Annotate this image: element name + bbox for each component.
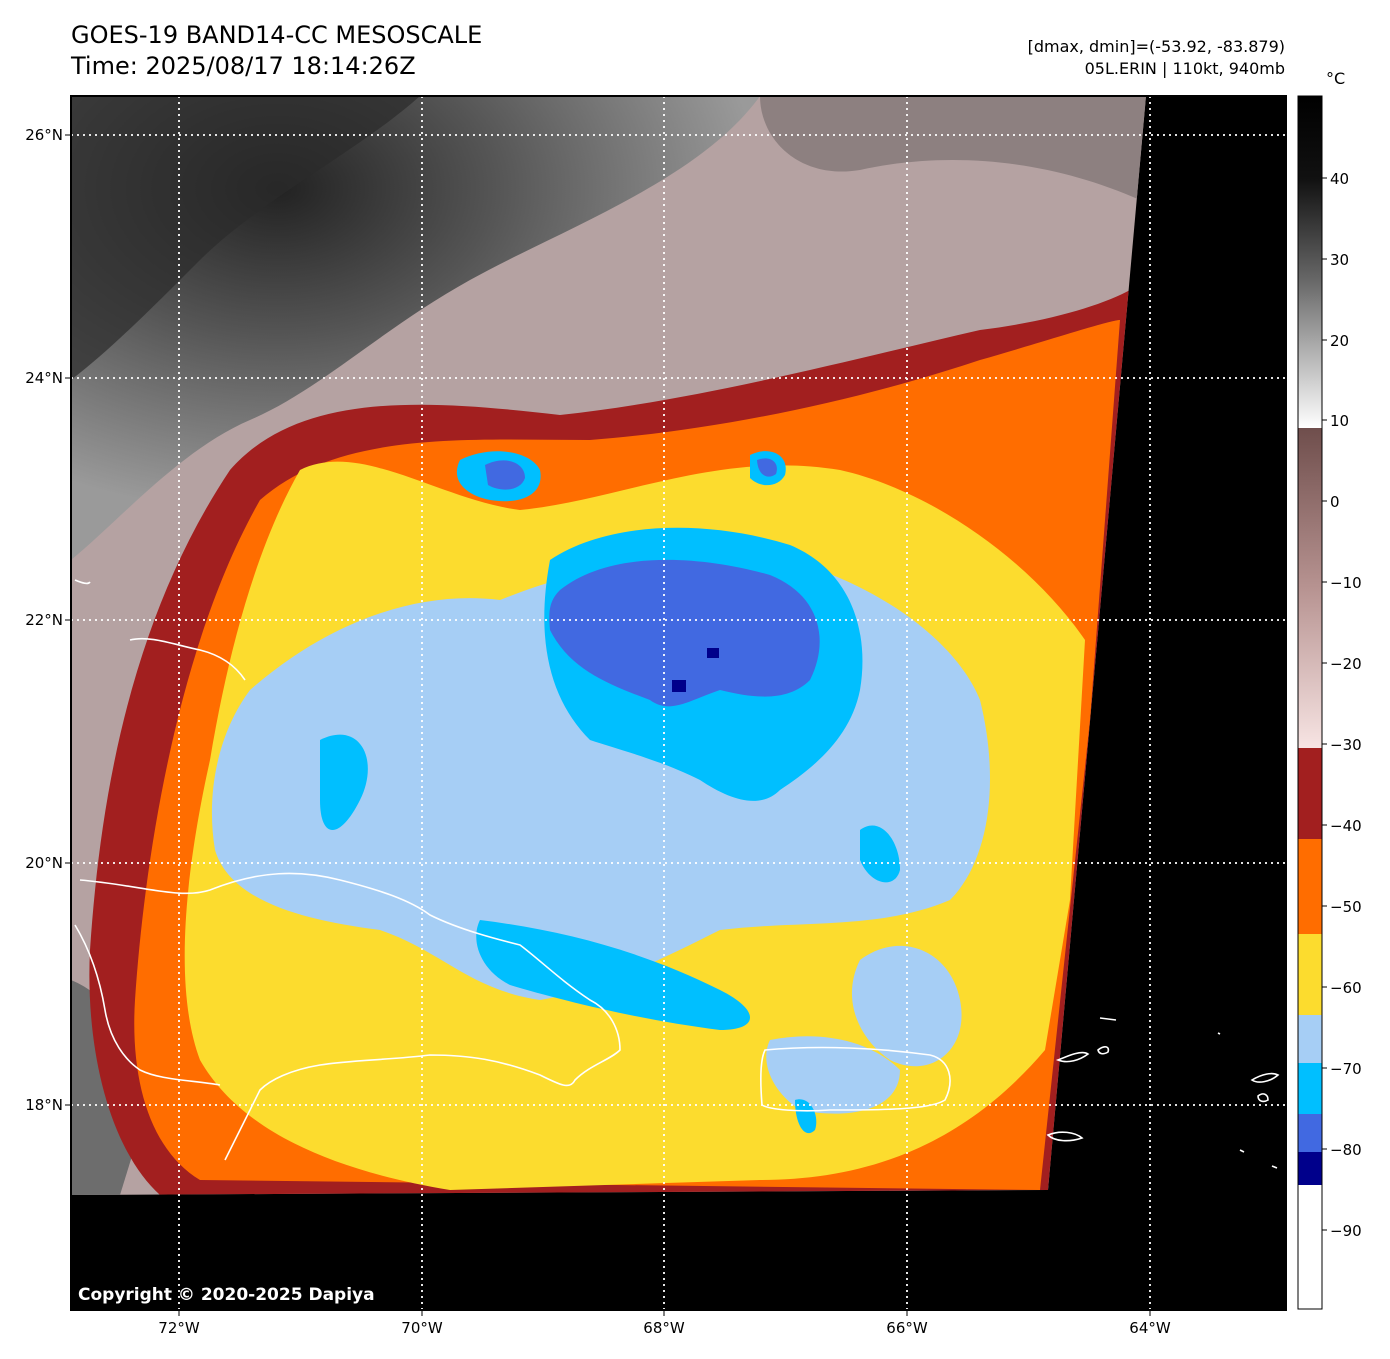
cb-label-20: 20 [1330, 332, 1349, 350]
cb-band-orange [1298, 839, 1322, 934]
colorbar-unit: °C [1326, 69, 1346, 88]
cb-label-m60: −60 [1330, 979, 1362, 997]
cb-band-light-blue [1298, 1015, 1322, 1063]
storm-info: 05L.ERIN | 110kt, 940mb [1084, 59, 1285, 78]
cb-label-m70: −70 [1330, 1060, 1362, 1078]
cb-label-m90: −90 [1330, 1222, 1362, 1240]
lat-label-26n: 26°N [25, 126, 63, 144]
cb-label-m10: −10 [1330, 574, 1362, 592]
lat-label-22n: 22°N [25, 611, 63, 629]
cloud-top-imagery [71, 96, 1146, 1195]
cb-band-dark-red [1298, 748, 1322, 839]
colorbar [1297, 95, 1323, 1310]
cb-label-m50: −50 [1330, 898, 1362, 916]
lon-label-70w: 70°W [401, 1319, 443, 1337]
lat-label-18n: 18°N [25, 1096, 63, 1114]
map-frame [70, 95, 1287, 1311]
copyright-text: Copyright © 2020-2025 Dapiya [78, 1285, 375, 1305]
lat-label-20n: 20°N [25, 854, 63, 872]
lon-label-66w: 66°W [886, 1319, 928, 1337]
lon-label-68w: 68°W [643, 1319, 685, 1337]
cb-label-m80: −80 [1330, 1141, 1362, 1159]
cb-band-white [1298, 1185, 1322, 1309]
lat-ticks [65, 134, 71, 1106]
cb-label-m40: −40 [1330, 817, 1362, 835]
cb-band-royal-blue [1298, 1114, 1322, 1152]
cb-band-cyan [1298, 1063, 1322, 1114]
lon-label-72w: 72°W [158, 1319, 200, 1337]
cb-label-10: 10 [1330, 412, 1349, 430]
graticule [71, 96, 1286, 1310]
colorbar-ticks [1322, 177, 1327, 1231]
lon-ticks [178, 1310, 1151, 1316]
cb-label-m20: −20 [1330, 655, 1362, 673]
coastlines [74, 579, 1280, 1169]
cb-label-0: 0 [1330, 493, 1340, 511]
cb-label-40: 40 [1330, 170, 1349, 188]
lat-label-24n: 24°N [25, 369, 63, 387]
cb-band-yellow [1298, 934, 1322, 1015]
product-title: GOES-19 BAND14-CC MESOSCALE [71, 21, 483, 49]
observation-time: Time: 2025/08/17 18:14:26Z [71, 52, 416, 80]
temperature-range: [dmax, dmin]=(-53.92, -83.879) [1027, 37, 1285, 56]
cb-label-30: 30 [1330, 251, 1349, 269]
cb-band-navy [1298, 1152, 1322, 1185]
cb-label-m30: −30 [1330, 736, 1362, 754]
lon-label-64w: 64°W [1129, 1319, 1171, 1337]
